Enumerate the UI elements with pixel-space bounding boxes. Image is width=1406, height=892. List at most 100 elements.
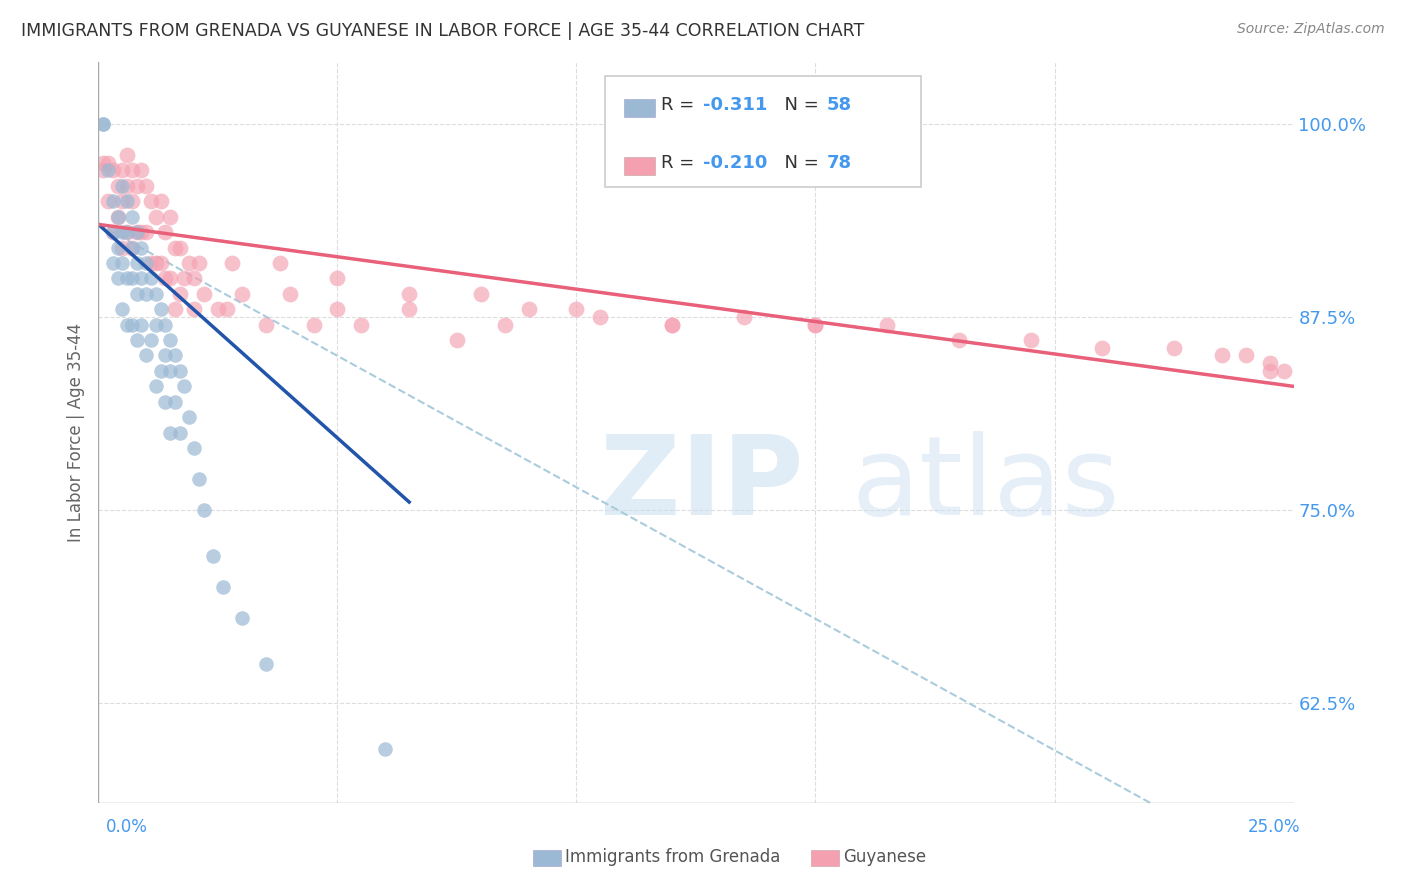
Point xyxy=(121,163,143,178)
Point xyxy=(121,210,143,224)
Y-axis label: In Labor Force | Age 35-44: In Labor Force | Age 35-44 xyxy=(67,323,86,542)
Point xyxy=(111,225,134,239)
Point xyxy=(115,194,138,209)
Point xyxy=(135,178,157,193)
Point xyxy=(1272,364,1295,378)
Point xyxy=(661,318,683,332)
Point xyxy=(269,256,291,270)
Point xyxy=(494,318,516,332)
Point xyxy=(125,225,148,239)
Point xyxy=(111,240,134,255)
Text: N =: N = xyxy=(773,154,825,172)
Point xyxy=(135,349,157,363)
Point xyxy=(187,256,209,270)
Point xyxy=(155,349,177,363)
Point xyxy=(131,318,153,332)
Text: atlas: atlas xyxy=(852,431,1119,538)
Point xyxy=(169,240,191,255)
Point xyxy=(169,364,191,378)
Point xyxy=(101,256,124,270)
Point xyxy=(1234,349,1257,363)
Point xyxy=(125,333,148,347)
Point xyxy=(217,302,239,317)
Point xyxy=(1211,349,1233,363)
Point xyxy=(139,256,162,270)
Point xyxy=(1258,364,1281,378)
Text: 58: 58 xyxy=(827,96,852,114)
Point xyxy=(183,441,205,455)
Point xyxy=(107,240,129,255)
Point xyxy=(101,225,124,239)
Text: R =: R = xyxy=(661,96,700,114)
Point xyxy=(107,210,129,224)
Point xyxy=(278,286,301,301)
Point xyxy=(135,286,157,301)
Text: -0.311: -0.311 xyxy=(703,96,768,114)
Point xyxy=(302,318,325,332)
Point xyxy=(207,302,229,317)
Point xyxy=(101,163,124,178)
Point xyxy=(589,310,612,324)
Point xyxy=(101,225,124,239)
Point xyxy=(169,286,191,301)
Point xyxy=(231,286,253,301)
Point xyxy=(131,271,153,285)
Point xyxy=(149,194,172,209)
Point xyxy=(125,286,148,301)
Point xyxy=(179,410,201,425)
Point xyxy=(159,210,181,224)
Point xyxy=(183,271,205,285)
Point xyxy=(163,302,186,317)
Point xyxy=(121,240,143,255)
Point xyxy=(183,302,205,317)
Point xyxy=(131,225,153,239)
Point xyxy=(139,271,162,285)
Point xyxy=(193,502,215,516)
Point xyxy=(97,194,120,209)
Point xyxy=(374,741,396,756)
Point xyxy=(125,225,148,239)
Point xyxy=(804,318,827,332)
Point xyxy=(115,225,138,239)
Point xyxy=(1163,341,1185,355)
Point xyxy=(804,318,827,332)
Point xyxy=(398,286,420,301)
Point xyxy=(661,318,683,332)
Point xyxy=(91,163,114,178)
Point xyxy=(211,580,233,594)
Point xyxy=(101,194,124,209)
Point xyxy=(111,302,134,317)
Point xyxy=(193,286,215,301)
Point xyxy=(121,271,143,285)
Text: ZIP: ZIP xyxy=(600,431,804,538)
Point xyxy=(159,425,181,440)
Point xyxy=(111,194,134,209)
Point xyxy=(139,333,162,347)
Point xyxy=(135,225,157,239)
Point xyxy=(131,240,153,255)
Point xyxy=(159,333,181,347)
Point xyxy=(326,302,349,317)
Point xyxy=(139,194,162,209)
Text: R =: R = xyxy=(661,154,700,172)
Point xyxy=(254,657,277,671)
Point xyxy=(115,225,138,239)
Point xyxy=(398,302,420,317)
Point xyxy=(733,310,755,324)
Text: -0.210: -0.210 xyxy=(703,154,768,172)
Text: Source: ZipAtlas.com: Source: ZipAtlas.com xyxy=(1237,22,1385,37)
Point xyxy=(221,256,243,270)
Point xyxy=(948,333,970,347)
Text: 78: 78 xyxy=(827,154,852,172)
Text: 25.0%: 25.0% xyxy=(1249,818,1301,836)
Point xyxy=(111,256,134,270)
Point xyxy=(254,318,277,332)
Point xyxy=(163,394,186,409)
Point xyxy=(97,155,120,169)
Point xyxy=(155,394,177,409)
Point xyxy=(145,318,167,332)
Point xyxy=(173,271,195,285)
Point xyxy=(115,148,138,162)
Text: IMMIGRANTS FROM GRENADA VS GUYANESE IN LABOR FORCE | AGE 35-44 CORRELATION CHART: IMMIGRANTS FROM GRENADA VS GUYANESE IN L… xyxy=(21,22,865,40)
Text: Guyanese: Guyanese xyxy=(844,848,927,866)
